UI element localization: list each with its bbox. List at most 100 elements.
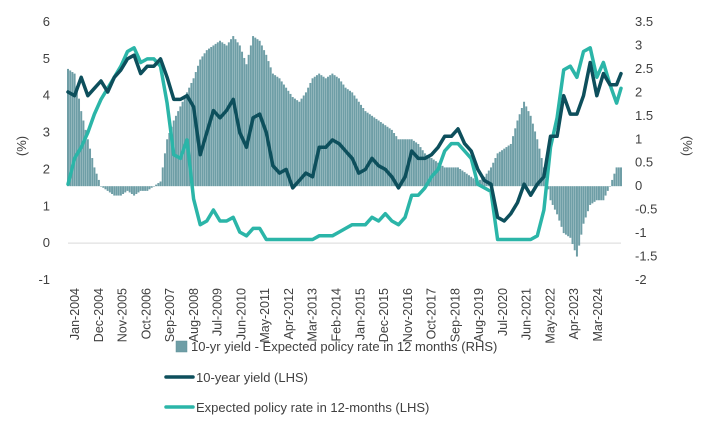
x-tick-label: Oct-2006	[139, 288, 153, 339]
spread-bar	[377, 120, 380, 187]
right-tick-label: 0	[635, 178, 642, 193]
spread-bar	[170, 126, 173, 187]
spread-bar	[512, 136, 515, 187]
spread-bar	[205, 50, 208, 187]
spread-bar	[595, 186, 598, 201]
spread-bar	[326, 76, 329, 187]
left-axis-label: (%)	[14, 136, 29, 156]
spread-bar	[417, 143, 420, 187]
spread-bar	[227, 42, 230, 187]
spread-bar	[593, 186, 596, 202]
spread-bar	[516, 120, 519, 187]
spread-bar	[133, 186, 136, 196]
spread-bar	[481, 178, 484, 187]
left-tick-label: -1	[38, 272, 50, 287]
spread-bar	[263, 50, 266, 187]
right-tick-label: -1.5	[635, 249, 657, 264]
spread-bar	[329, 75, 332, 187]
spread-bar	[538, 148, 541, 187]
x-tick-label: Mar-2013	[306, 288, 320, 342]
spread-bar	[604, 186, 607, 196]
spread-bar	[274, 75, 277, 187]
spread-bar	[75, 86, 78, 187]
left-tick-label: 5	[43, 51, 50, 66]
spread-bar	[368, 114, 371, 187]
spread-bar	[126, 186, 129, 191]
spread-bar	[320, 75, 323, 187]
spread-bar	[540, 158, 543, 187]
spread-bar	[128, 186, 131, 193]
spread-bar	[225, 45, 228, 187]
spread-bar	[346, 89, 349, 187]
spread-bar	[344, 87, 347, 187]
spread-bar	[282, 84, 285, 187]
spread-bar	[450, 167, 453, 187]
x-tick-label: Jan-2004	[68, 288, 82, 340]
spread-bar	[399, 139, 402, 187]
spread-bar	[89, 148, 92, 187]
spread-bar	[384, 125, 387, 187]
spread-bar	[150, 186, 153, 188]
spread-bar	[463, 172, 466, 187]
x-tick-label: Oct-2017	[425, 288, 439, 339]
spread-bar	[232, 36, 235, 187]
spread-bar	[111, 186, 114, 194]
x-tick-label: Aug-2008	[187, 288, 201, 342]
spread-bar	[564, 186, 567, 235]
spread-bar	[91, 158, 94, 187]
spread-bar	[333, 75, 336, 187]
spread-bar	[291, 97, 294, 187]
spread-bar	[443, 167, 446, 187]
spread-bar	[465, 173, 468, 187]
spread-bar	[470, 176, 473, 187]
spread-bar	[375, 118, 378, 187]
spread-bar	[322, 76, 325, 187]
spread-bar	[452, 167, 455, 187]
spread-bar	[243, 57, 246, 187]
spread-bar	[606, 186, 609, 191]
x-tick-label: Jul-2020	[496, 288, 510, 336]
spread-bar	[71, 72, 74, 187]
spread-bar	[267, 61, 270, 187]
spread-bar	[146, 186, 149, 191]
spread-bar	[249, 45, 252, 187]
spread-bar	[597, 186, 600, 201]
spread-bar	[130, 186, 133, 194]
spread-bar	[124, 186, 127, 193]
spread-bar	[155, 184, 158, 187]
spread-bar	[349, 90, 351, 187]
line-series	[66, 46, 623, 242]
spread-bar	[494, 158, 497, 187]
x-tick-label: Nov-2016	[401, 288, 415, 342]
spread-bar	[362, 108, 365, 187]
spread-bar	[472, 178, 475, 187]
spread-bar	[342, 84, 345, 187]
spread-bar	[467, 175, 470, 187]
spread-bar	[179, 106, 182, 187]
spread-bar	[298, 101, 301, 187]
spread-bar	[159, 181, 162, 187]
spread-bar	[611, 179, 614, 187]
spread-bar	[562, 186, 565, 234]
spread-bar	[586, 186, 589, 212]
spread-bar	[569, 186, 572, 238]
spread-bar	[203, 53, 206, 187]
spread-bar	[269, 67, 272, 187]
spread-bar	[102, 186, 105, 188]
spread-bar	[265, 54, 268, 187]
spread-bar	[163, 153, 166, 187]
spread-bar	[157, 183, 160, 187]
spread-bar	[410, 139, 413, 187]
spread-bar	[567, 186, 570, 237]
spread-bar	[582, 186, 585, 224]
spread-bar	[247, 54, 250, 187]
spread-bar	[549, 186, 552, 201]
spread-bar	[315, 75, 318, 187]
spread-bar	[602, 186, 605, 201]
spread-bar	[78, 98, 81, 187]
spread-bar	[421, 150, 424, 187]
spread-bar	[382, 123, 385, 187]
spread-bar	[487, 170, 490, 187]
spread-bar	[496, 153, 499, 187]
spread-bar	[166, 139, 169, 187]
